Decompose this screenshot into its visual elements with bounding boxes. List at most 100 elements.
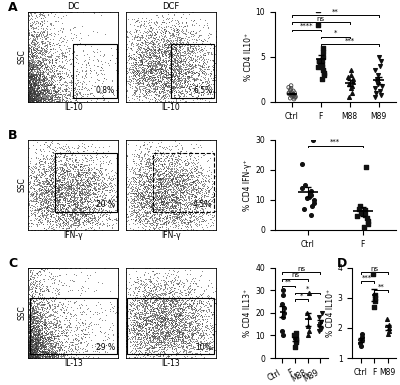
Point: [38, 77, 44, 83]
Point: [63, 326, 69, 333]
Point: [30, 352, 36, 358]
Point: [115, 215, 122, 221]
Point: [60, 309, 66, 315]
Point: [33, 164, 40, 171]
Point: [36, 67, 42, 73]
Point: [82, 205, 88, 211]
Point: [128, 73, 134, 79]
Point: [57, 89, 63, 95]
Point: [139, 324, 145, 330]
Point: [30, 350, 36, 357]
Point: [171, 324, 178, 330]
Point: [57, 177, 63, 183]
Point: [38, 22, 45, 28]
Point: [110, 216, 117, 222]
Point: [98, 182, 105, 189]
Point: [171, 306, 178, 312]
Point: [51, 190, 57, 196]
Point: [29, 97, 36, 103]
Point: [51, 190, 57, 196]
Point: [157, 82, 164, 88]
Point: [30, 32, 36, 38]
Point: [155, 59, 161, 65]
Point: [183, 174, 190, 181]
Point: [149, 193, 156, 199]
Point: [64, 59, 70, 65]
Point: [143, 219, 150, 225]
Point: [187, 282, 194, 288]
Point: [47, 202, 54, 208]
Point: [73, 52, 80, 58]
Point: [170, 293, 176, 299]
Point: [32, 280, 38, 286]
Point: [27, 302, 34, 308]
Point: [52, 96, 58, 102]
Point: [140, 40, 146, 46]
Point: [37, 70, 44, 76]
Point: [144, 335, 150, 341]
Point: [52, 209, 59, 215]
Point: [159, 63, 165, 69]
Point: [161, 87, 168, 93]
Point: [125, 213, 132, 219]
Point: [53, 56, 60, 62]
Point: [132, 70, 138, 77]
Point: [57, 177, 64, 184]
Point: [80, 221, 86, 228]
Point: [76, 192, 82, 198]
Point: [164, 16, 171, 22]
Point: [190, 159, 197, 166]
Point: [26, 61, 32, 67]
Point: [101, 175, 108, 181]
Point: [163, 167, 170, 174]
Point: [134, 323, 141, 330]
Point: [106, 326, 112, 333]
Point: [140, 338, 147, 344]
Point: [159, 306, 166, 312]
Point: [136, 43, 143, 49]
Point: [213, 186, 219, 192]
Point: [162, 52, 168, 58]
Point: [60, 185, 66, 191]
Point: [61, 166, 68, 172]
Point: [182, 227, 188, 233]
Point: [150, 50, 156, 56]
Point: [176, 313, 182, 319]
Point: [50, 8, 56, 15]
Point: [177, 60, 184, 66]
Point: [86, 353, 92, 359]
Point: [36, 335, 42, 341]
Point: [160, 76, 166, 82]
Point: [122, 37, 129, 44]
Point: [166, 74, 172, 80]
Point: [158, 183, 164, 189]
Point: [63, 89, 70, 95]
Point: [33, 33, 39, 40]
Point: [171, 58, 178, 64]
Point: [92, 180, 98, 186]
Text: ***: ***: [330, 139, 340, 145]
Point: [190, 99, 196, 105]
Point: [171, 336, 177, 342]
Point: [162, 98, 168, 104]
Point: [30, 142, 36, 148]
Point: [30, 324, 37, 330]
Point: [32, 325, 38, 331]
Point: [49, 345, 55, 351]
Point: [126, 328, 132, 334]
Point: [62, 265, 69, 271]
Point: [137, 57, 143, 63]
Point: [186, 50, 193, 57]
Point: [131, 195, 137, 201]
Point: [68, 227, 74, 233]
Point: [170, 85, 176, 92]
Point: [93, 154, 99, 160]
Point: [30, 75, 36, 81]
Point: [147, 171, 153, 177]
Point: [142, 187, 148, 194]
Point: [153, 220, 160, 226]
Point: [37, 183, 44, 189]
Point: [208, 303, 214, 309]
Point: [158, 314, 164, 320]
Point: [139, 85, 146, 91]
